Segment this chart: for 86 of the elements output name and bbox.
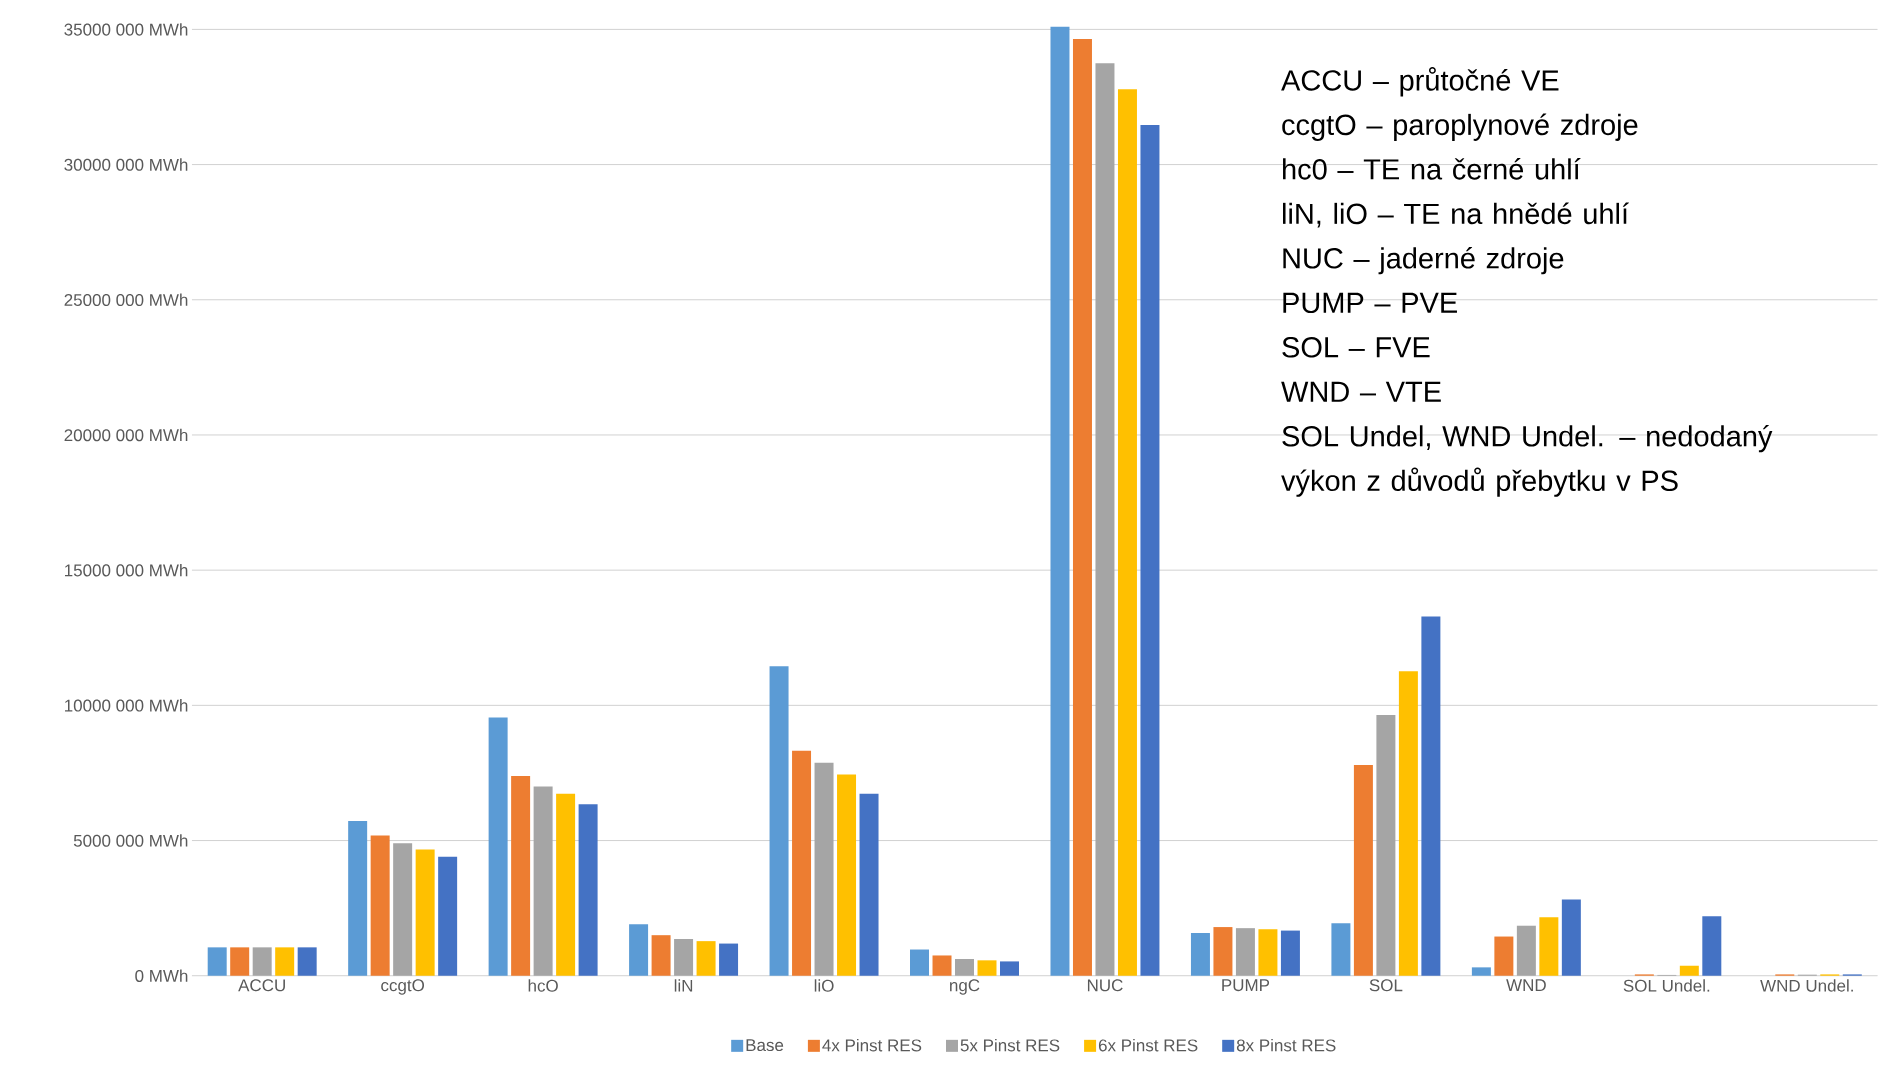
x-tick-label: liN [674, 979, 693, 992]
bar [1280, 930, 1300, 976]
legend-label: 8x Pinst RES [1236, 1039, 1336, 1052]
bar [252, 947, 272, 976]
bar [837, 774, 857, 976]
bar [533, 786, 553, 976]
y-tick-label: 20000 000 MWh [64, 428, 188, 442]
annotation: SOL – FVE [1282, 337, 1430, 358]
bar [674, 939, 694, 976]
bar [1213, 927, 1233, 976]
bar [629, 924, 649, 976]
bar [814, 762, 834, 976]
bar [1117, 89, 1137, 976]
bar [511, 776, 531, 976]
bar [1702, 916, 1722, 976]
bar [438, 856, 458, 976]
x-tick-label: ngC [950, 979, 980, 995]
x-tick-label: SOL [1369, 979, 1403, 992]
annotation: NUC – jaderné zdroje [1283, 247, 1564, 275]
bar [488, 717, 508, 976]
annotation: hc0 – TE na černé uhlí [1283, 158, 1581, 180]
bar [1679, 965, 1699, 976]
bar [1235, 928, 1255, 976]
bar [415, 849, 435, 976]
bar [370, 835, 390, 976]
bar [578, 804, 598, 976]
bar [393, 843, 413, 976]
annotation: PUMP – PVE [1283, 293, 1457, 314]
bar [977, 960, 997, 976]
bar [1561, 899, 1581, 976]
bar [1095, 63, 1115, 976]
bar [1539, 917, 1559, 976]
y-tick-label: 35000 000 MWh [64, 23, 188, 36]
legend-label: 4x Pinst RES [822, 1039, 922, 1052]
bar [1421, 616, 1441, 976]
bar [910, 949, 930, 976]
bar [769, 666, 789, 976]
x-tick-label: SOL Undel. [1623, 979, 1710, 992]
bar [1331, 923, 1351, 976]
bar [1050, 26, 1070, 976]
x-tick-label: PUMP [1222, 979, 1270, 992]
bar [1494, 936, 1514, 976]
y-tick-label: 15000 000 MWh [65, 564, 188, 577]
bar [207, 947, 227, 976]
y-tick-label: 0 MWh [135, 969, 188, 983]
x-tick-label: liO [814, 979, 834, 992]
bar [1398, 671, 1418, 976]
y-tick-label: 10000 000 MWh [65, 699, 188, 712]
legend-label: 6x Pinst RES [1098, 1039, 1198, 1052]
bar [859, 793, 879, 976]
bar [1258, 929, 1278, 976]
y-tick-label: 5000 000 MWh [73, 834, 188, 847]
bar [1190, 933, 1210, 976]
bar [230, 947, 250, 976]
annotation: ACCU – průtočné VE [1281, 67, 1559, 97]
legend-label: 5x Pinst RES [960, 1039, 1060, 1052]
bar [932, 955, 952, 976]
x-tick-label: WND [1506, 979, 1546, 992]
annotation: SOL Undel, WND Undel. – nedodaný výkon z důvodů přebytku v PS [1281, 425, 1773, 497]
annotation: WND – VTE [1281, 381, 1441, 402]
bar [651, 935, 671, 976]
bar [556, 793, 576, 976]
x-tick-label: ACCU [238, 979, 285, 992]
bar [1000, 961, 1019, 976]
bar [696, 941, 716, 976]
bar [792, 750, 812, 976]
bar [275, 947, 295, 976]
bar [719, 943, 739, 976]
x-tick-label: hcO [528, 979, 558, 992]
bar [1376, 715, 1396, 976]
bar [1140, 125, 1160, 976]
y-tick-label: 30000 000 MWh [64, 158, 188, 171]
bar [297, 947, 317, 976]
x-tick-label: NUC [1087, 979, 1123, 992]
bar [955, 959, 974, 976]
bar [1471, 967, 1491, 976]
bar [1516, 925, 1536, 976]
bar [1072, 39, 1092, 976]
annotation: liN, liO – TE na hnědé uhlí [1282, 202, 1629, 228]
bar [1353, 765, 1373, 976]
x-tick-label: ccgtO [381, 979, 425, 995]
annotation: ccgtO – paroplynové zdroje [1282, 113, 1638, 142]
legend-label: Base [746, 1039, 784, 1052]
x-tick-label: WND Undel. [1760, 979, 1853, 992]
y-tick-label: 25000 000 MWh [64, 293, 188, 307]
bar [348, 821, 368, 976]
